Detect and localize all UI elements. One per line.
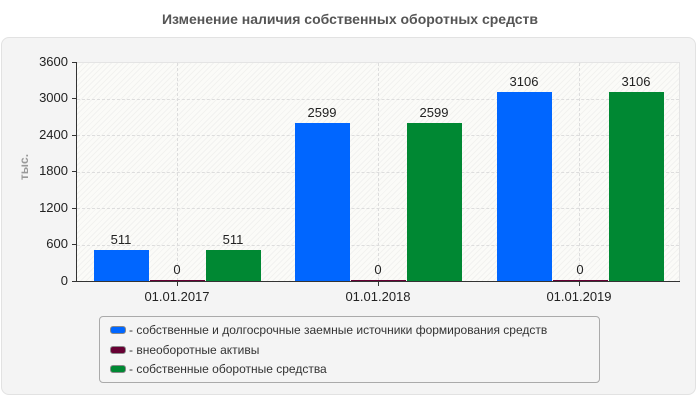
legend-label: - внеоборотные активы <box>129 343 260 357</box>
y-tick <box>72 171 77 172</box>
bar-value-label: 511 <box>110 232 132 247</box>
legend-label: - собственные и долгосрочные заемные ист… <box>129 323 548 337</box>
y-tick <box>72 135 77 136</box>
y-tick <box>72 98 77 99</box>
bar-working-capital-2017 <box>206 250 261 281</box>
x-tick <box>177 281 178 286</box>
bar-working-capital-2019 <box>609 92 664 281</box>
bar-working-capital-2018 <box>407 123 462 281</box>
y-tick <box>72 281 77 282</box>
y-tick-label: 0 <box>60 273 68 288</box>
y-tick <box>72 208 77 209</box>
legend-swatch-blue-icon <box>110 326 126 334</box>
legend-item-sources: - собственные и долгосрочные заемные ист… <box>110 321 547 339</box>
bar-sources-2019 <box>497 92 552 281</box>
y-tick-label: 3000 <box>39 90 68 105</box>
y-tick-label: 600 <box>46 236 68 251</box>
x-tick-label: 01.01.2018 <box>345 289 411 304</box>
bar-value-label: 0 <box>374 262 382 277</box>
plot-area <box>77 62 680 281</box>
bar-value-label: 2599 <box>307 105 337 120</box>
chart-title: Изменение наличия собственных оборотных … <box>161 11 539 27</box>
bar-value-label: 3106 <box>509 74 539 89</box>
legend-item-working-capital: - собственные оборотные средства <box>110 360 327 378</box>
legend-swatch-green-icon <box>110 365 126 373</box>
bar-value-label: 0 <box>576 262 584 277</box>
bar-value-label: 0 <box>173 262 181 277</box>
bar-value-label: 2599 <box>419 105 449 120</box>
x-tick-label: 01.01.2017 <box>144 289 210 304</box>
vgrid-2019 <box>579 63 580 281</box>
legend: - собственные и долгосрочные заемные ист… <box>99 316 600 383</box>
bar-value-label: 511 <box>222 232 244 247</box>
y-tick-label: 2400 <box>39 127 68 142</box>
bar-value-label: 3106 <box>621 74 651 89</box>
y-tick-label: 3600 <box>39 54 68 69</box>
vgrid-2017 <box>177 63 178 281</box>
x-tick <box>579 281 580 286</box>
y-tick <box>72 244 77 245</box>
vgrid-2018 <box>378 63 379 281</box>
legend-swatch-maroon-icon <box>110 346 126 354</box>
legend-label: - собственные оборотные средства <box>129 362 327 376</box>
x-tick-label: 01.01.2019 <box>546 289 612 304</box>
y-axis-line <box>76 62 77 282</box>
y-tick-label: 1800 <box>39 163 68 178</box>
y-tick <box>72 62 77 63</box>
y-tick-label: 1200 <box>39 200 68 215</box>
bar-sources-2018 <box>295 123 350 281</box>
bar-sources-2017 <box>94 250 149 281</box>
x-tick <box>378 281 379 286</box>
legend-item-noncurrent: - внеоборотные активы <box>110 341 259 359</box>
